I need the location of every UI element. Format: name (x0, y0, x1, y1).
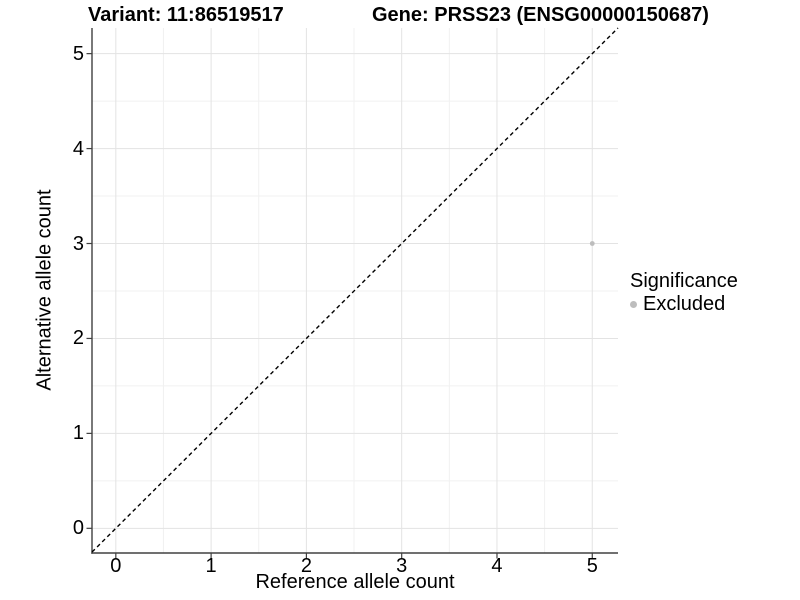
y-tick-label: 4 (72, 137, 84, 160)
legend: Significance Excluded (630, 270, 738, 315)
legend-title: Significance (630, 270, 738, 292)
legend-point-icon (630, 300, 637, 308)
y-tick-label: 2 (72, 327, 84, 350)
y-tick-label: 0 (72, 517, 84, 540)
x-tick-label: 4 (491, 555, 503, 577)
x-tick-label: 3 (396, 555, 408, 577)
y-axis-label: Alternative allele count (33, 189, 56, 391)
x-tick-label: 0 (110, 555, 122, 577)
plot-title-gene: Gene: PRSS23 (ENSG00000150687) (372, 4, 709, 26)
y-tick-label: 5 (72, 42, 84, 65)
x-tick-label: 1 (205, 555, 217, 577)
x-axis-label: Reference allele count (255, 571, 455, 593)
legend-item-excluded: Excluded (630, 293, 738, 315)
x-tick-label: 5 (586, 555, 598, 577)
data-point (589, 241, 595, 246)
y-tick-label: 3 (72, 232, 84, 255)
identity-line (91, 27, 619, 553)
plot-title-variant: Variant: 11:86519517 (88, 4, 284, 26)
legend-item-label: Excluded (643, 293, 726, 315)
x-tick-label: 2 (300, 555, 312, 577)
y-tick-label: 1 (72, 422, 84, 445)
